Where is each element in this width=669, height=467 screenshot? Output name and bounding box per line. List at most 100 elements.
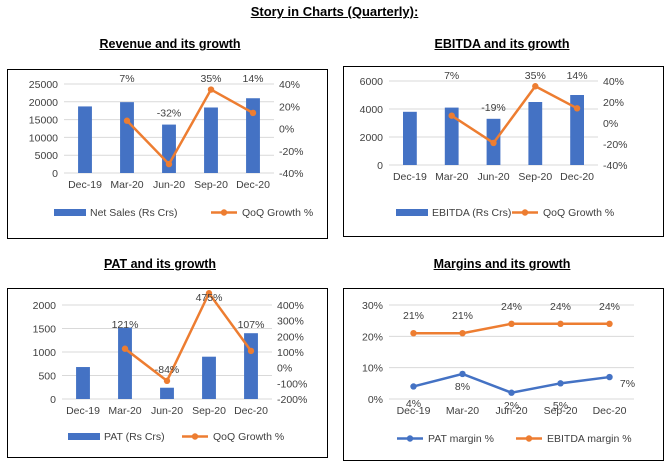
- margins-line-point: [459, 370, 466, 378]
- page-title: Story in Charts (Quarterly):: [250, 4, 419, 19]
- margins-chart-panel: 0% 10% 20% 30% Dec-19 Mar-20 Jun-20 Sep-20 Dec-2…: [343, 288, 664, 461]
- ebitda-y-left-tick: 2000: [360, 132, 384, 144]
- pat-bar: [244, 333, 258, 399]
- ebitda-x-tick: Dec-20: [560, 171, 594, 183]
- pat-bar: [202, 356, 216, 399]
- pat-line-point: [163, 377, 171, 385]
- revenue-chart-panel: 0 5000 10000 15000 20000 25000 -40% -20% 0% 20% 40…: [7, 69, 328, 239]
- ebitda-bar: [444, 107, 459, 165]
- pat-y-right-tick: -100%: [277, 378, 307, 390]
- margins-data-label: 21%: [403, 310, 424, 322]
- ebitda-y-right-tick: 40%: [603, 76, 624, 88]
- revenue-y-left-tick: 5000: [35, 150, 59, 162]
- pat-data-label: 475%: [196, 292, 223, 304]
- margins-x-tick: Dec-19: [397, 405, 431, 417]
- ebitda-series-line: [451, 84, 578, 145]
- margins-chart: 0% 10% 20% 30% Dec-19 Mar-20 Jun-20 Sep-20 Dec-2…: [362, 300, 635, 445]
- ebitda-legend-marker: [521, 209, 529, 216]
- revenue-line-point: [249, 109, 257, 117]
- pat-legend-label: QoQ Growth %: [213, 431, 284, 443]
- margins-line-point: [508, 320, 515, 327]
- revenue-bar: [78, 106, 92, 173]
- ebitda-line-point: [490, 139, 497, 147]
- ebitda-legend-label: QoQ Growth %: [543, 207, 614, 219]
- ebitda-y-left-tick: 4000: [360, 104, 384, 116]
- revenue-line-point: [165, 160, 173, 168]
- revenue-chart-title: Revenue and its growth: [99, 37, 241, 51]
- margins-line-point: [410, 330, 417, 337]
- margins-data-label: 21%: [452, 310, 473, 322]
- margins-data-label: 24%: [550, 301, 571, 313]
- revenue-x-tick: Dec-20: [236, 179, 270, 191]
- pat-legend-marker: [191, 433, 199, 440]
- ebitda-y-right-tick: -20%: [603, 139, 628, 151]
- pat-line-point: [121, 345, 129, 352]
- pat-y-right-tick: 300%: [277, 316, 304, 328]
- revenue-line-point: [123, 117, 131, 124]
- pat-data-label: 107%: [238, 319, 265, 331]
- pat-x-tick: Sep-20: [192, 405, 226, 417]
- margins-legend-marker: [525, 435, 533, 442]
- margins-data-label: 8%: [455, 381, 470, 393]
- revenue-data-label: 7%: [119, 73, 134, 85]
- ebitda-bar: [570, 95, 584, 165]
- pat-y-right-tick: 100%: [277, 347, 304, 359]
- margins-x-tick: Jun-20: [495, 405, 527, 417]
- revenue-y-right-tick: -20%: [279, 146, 304, 158]
- margins-data-label: 5%: [553, 400, 568, 412]
- pat-x-tick: Dec-19: [66, 405, 100, 417]
- revenue-data-label: 14%: [242, 73, 263, 85]
- ebitda-bar: [528, 102, 543, 165]
- pat-chart-title: PAT and its growth: [103, 257, 217, 271]
- pat-bar: [76, 367, 90, 399]
- margins-y-left-tick: 10%: [362, 363, 383, 375]
- revenue-y-right-tick: -40%: [279, 168, 304, 180]
- ebitda-y-right-tick: 20%: [603, 97, 624, 109]
- pat-y-right-tick: 400%: [277, 300, 304, 312]
- margins-y-left-tick: 30%: [362, 300, 383, 312]
- revenue-y-left-tick: 15000: [29, 115, 58, 127]
- revenue-x-tick: Jun-20: [153, 179, 185, 191]
- revenue-y-left-tick: 10000: [29, 132, 58, 144]
- pat-x-tick: Jun-20: [151, 405, 183, 417]
- ebitda-chart-title: EBITDA and its growth: [434, 37, 570, 51]
- margins-x-tick: Dec-20: [593, 405, 627, 417]
- revenue-line-point: [207, 86, 215, 93]
- pat-data-label: -84%: [155, 364, 180, 376]
- pat-line-point: [247, 347, 255, 355]
- margins-line-point: [606, 373, 613, 381]
- pat-y-left-tick: 500: [38, 371, 56, 383]
- revenue-bar: [246, 98, 260, 173]
- revenue-series-line: [126, 87, 254, 167]
- revenue-y-left-tick: 25000: [29, 79, 58, 91]
- ebitda-legend-label: EBITDA (Rs Crs): [432, 207, 511, 219]
- margins-line-point: [410, 383, 417, 390]
- margins-line-point: [508, 389, 515, 396]
- ebitda-x-tick: Mar-20: [435, 171, 468, 183]
- ebitda-bar: [403, 111, 417, 165]
- revenue-data-label: -32%: [157, 108, 182, 120]
- revenue-legend-label: Net Sales (Rs Crs): [90, 207, 178, 219]
- margins-legend-label: PAT margin %: [428, 433, 494, 445]
- margins-line-point: [606, 320, 613, 327]
- margins-y-left-tick: 20%: [362, 331, 383, 343]
- pat-series-line: [124, 290, 253, 383]
- ebitda-legend-swatch: [396, 209, 428, 216]
- revenue-y-right-tick: 0%: [279, 124, 294, 136]
- revenue-data-label: 35%: [200, 73, 221, 85]
- pat-x-tick: Dec-20: [234, 405, 268, 417]
- margins-data-label: 24%: [599, 301, 620, 313]
- ebitda-chart: 0 2000 4000 6000 -40% -20% 0% 20% 40% Dec-19 Mar-2…: [360, 70, 628, 219]
- revenue-y-right-tick: 20%: [279, 101, 300, 113]
- revenue-bar: [120, 102, 134, 173]
- revenue-chart: 0 5000 10000 15000 20000 25000 -40% -20% 0% 20% 40…: [29, 73, 313, 219]
- revenue-x-tick: Dec-19: [68, 179, 102, 191]
- pat-y-right-tick: 200%: [277, 331, 304, 343]
- revenue-y-right-tick: 40%: [279, 79, 300, 91]
- pat-legend-swatch: [68, 433, 100, 440]
- margins-line-point: [459, 330, 466, 337]
- margins-data-label: 4%: [406, 398, 421, 410]
- margins-x-tick: Mar-20: [446, 405, 479, 417]
- ebitda-y-right-tick: 0%: [603, 118, 618, 130]
- pat-bar: [160, 387, 174, 399]
